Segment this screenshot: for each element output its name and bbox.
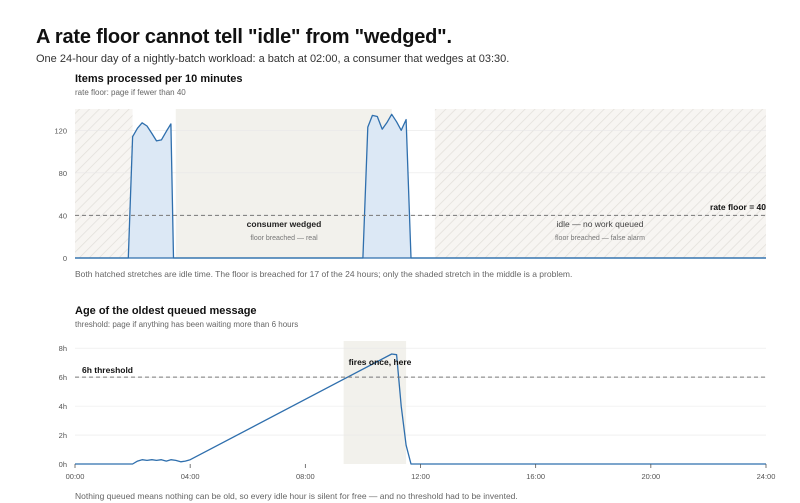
y-tick-label: 0h <box>59 460 67 469</box>
page-subtitle: One 24-hour day of a nightly-batch workl… <box>36 53 510 65</box>
rate-chart-area <box>75 113 766 259</box>
x-tick-label: 12:00 <box>411 472 430 481</box>
y-tick-label: 80 <box>59 169 67 178</box>
idle-sublabel: floor breached — false alarm <box>555 235 645 242</box>
y-tick-label: 2h <box>59 431 67 440</box>
y-tick-label: 6h <box>59 373 67 382</box>
idle-label: idle — no work queued <box>557 219 644 229</box>
consumer-wedged-sublabel: floor breached — real <box>250 235 318 242</box>
rate-chart-regions <box>75 109 766 258</box>
age-chart-regions <box>343 341 407 464</box>
rate-series-line <box>75 113 766 259</box>
age-chart-grid <box>75 347 766 436</box>
x-tick-label: 24:00 <box>757 472 776 481</box>
age-series-line <box>75 353 766 465</box>
y-tick-label: 4h <box>59 402 67 411</box>
y-tick-label: 0 <box>63 254 67 263</box>
y-tick-label: 120 <box>54 126 67 135</box>
page-title: A rate floor cannot tell "idle" from "we… <box>36 26 452 48</box>
idle-hatched-region <box>434 109 766 258</box>
x-tick-label: 00:00 <box>66 472 85 481</box>
age-chart-caption: Nothing queued means nothing can be old,… <box>75 491 518 501</box>
rate-chart-caption: Both hatched stretches are idle time. Th… <box>75 269 573 279</box>
age-chart-x-axis: 00:00 04:00 08:00 12:00 16:00 20:00 24:00 <box>66 464 776 481</box>
fires-once-label: fires once, here <box>349 357 412 367</box>
age-chart-line <box>75 353 766 465</box>
age-chart-title: Age of the oldest queued message <box>75 305 257 317</box>
consumer-wedged-label: consumer wedged <box>247 219 322 229</box>
x-tick-label: 04:00 <box>181 472 200 481</box>
six-hour-threshold-label: 6h threshold <box>82 365 133 375</box>
y-tick-label: 40 <box>59 211 67 220</box>
rate-chart-title: Items processed per 10 minutes <box>75 73 243 85</box>
y-tick-label: 8h <box>59 344 67 353</box>
idle-hatched-region <box>75 109 133 258</box>
rate-chart-subtitle: rate floor: page if fewer than 40 <box>75 88 186 97</box>
rate-area-fill <box>75 114 766 258</box>
wedged-shaded-region <box>175 109 392 258</box>
x-tick-label: 08:00 <box>296 472 315 481</box>
rate-floor-label: rate floor = 40 <box>710 202 766 212</box>
rate-chart-y-axis: 0 40 80 120 <box>54 126 67 263</box>
x-tick-label: 16:00 <box>526 472 545 481</box>
fires-shaded-region <box>343 341 407 464</box>
age-chart-subtitle: threshold: page if anything has been wai… <box>75 320 299 329</box>
age-chart-y-axis: 0h 2h 4h 6h 8h <box>59 344 67 469</box>
x-tick-label: 20:00 <box>641 472 660 481</box>
